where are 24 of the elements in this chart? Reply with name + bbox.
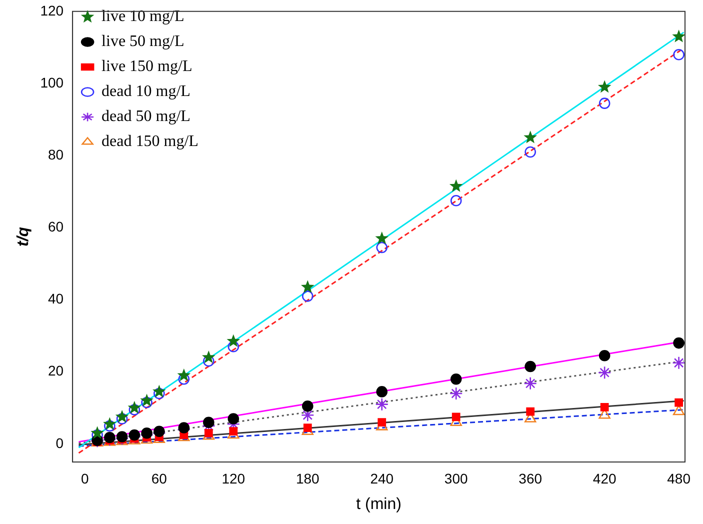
legend-label: dead 50 mg/L xyxy=(102,108,190,126)
legend-label: live 150 mg/L xyxy=(102,58,192,76)
x-tick-label: 180 xyxy=(296,470,320,486)
x-tick-label: 240 xyxy=(370,470,394,486)
y-axis-title: t/q xyxy=(15,226,32,246)
x-tick-label: 420 xyxy=(592,470,616,486)
x-tick-label: 480 xyxy=(667,470,691,486)
y-tick-label: 60 xyxy=(48,218,64,235)
y-tick-label: 120 xyxy=(40,2,64,18)
x-tick-label: 120 xyxy=(222,470,246,486)
x-tick-label: 360 xyxy=(518,470,542,486)
y-tick-label: 40 xyxy=(48,290,64,307)
y-tick-label: 100 xyxy=(40,74,64,90)
x-tick-label: 60 xyxy=(151,470,168,486)
y-tick-label: 80 xyxy=(48,146,64,162)
x-tick-label: 300 xyxy=(444,470,468,486)
legend-label: live 50 mg/L xyxy=(102,33,184,50)
legend-label: dead 150 mg/L xyxy=(102,133,198,150)
y-tick-label: 20 xyxy=(48,362,64,379)
x-axis-title: t (min) xyxy=(356,496,402,513)
legend-label: live 10 mg/L xyxy=(102,8,184,26)
x-tick-label: 0 xyxy=(81,470,90,486)
legend-label: dead 10 mg/L xyxy=(102,83,190,100)
y-tick-label: 0 xyxy=(56,434,64,451)
